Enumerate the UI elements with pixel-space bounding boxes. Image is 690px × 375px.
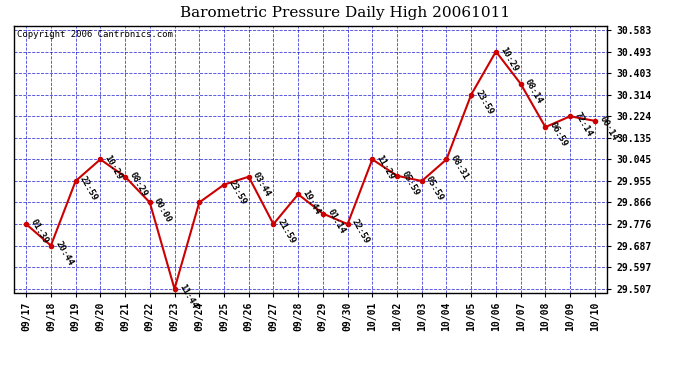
- Text: 11:29: 11:29: [375, 153, 396, 181]
- Text: 05:59: 05:59: [424, 175, 446, 202]
- Text: 19:44: 19:44: [301, 188, 322, 216]
- Text: 01:39: 01:39: [28, 218, 50, 246]
- Text: 23:59: 23:59: [473, 88, 495, 116]
- Text: 22:59: 22:59: [350, 218, 371, 246]
- Text: 72:14: 72:14: [573, 110, 594, 138]
- Text: 08:29: 08:29: [128, 170, 149, 198]
- Text: 08:31: 08:31: [449, 153, 470, 181]
- Text: 10:29: 10:29: [103, 153, 124, 181]
- Text: 21:59: 21:59: [276, 218, 297, 246]
- Text: 06:59: 06:59: [548, 121, 569, 148]
- Text: 00:14: 00:14: [598, 115, 618, 142]
- Text: 23:59: 23:59: [226, 178, 248, 206]
- Text: 01:14: 01:14: [325, 207, 346, 235]
- Text: Barometric Pressure Daily High 20061011: Barometric Pressure Daily High 20061011: [180, 6, 510, 20]
- Text: 10:29: 10:29: [498, 45, 520, 73]
- Text: 22:59: 22:59: [78, 175, 99, 202]
- Text: 20:44: 20:44: [53, 239, 75, 267]
- Text: 00:00: 00:00: [152, 196, 173, 224]
- Text: 05:59: 05:59: [400, 170, 421, 197]
- Text: 08:14: 08:14: [523, 78, 544, 105]
- Text: 11:44: 11:44: [177, 283, 198, 310]
- Text: 03:44: 03:44: [251, 170, 273, 198]
- Text: Copyright 2006 Cantronics.com: Copyright 2006 Cantronics.com: [17, 30, 172, 39]
